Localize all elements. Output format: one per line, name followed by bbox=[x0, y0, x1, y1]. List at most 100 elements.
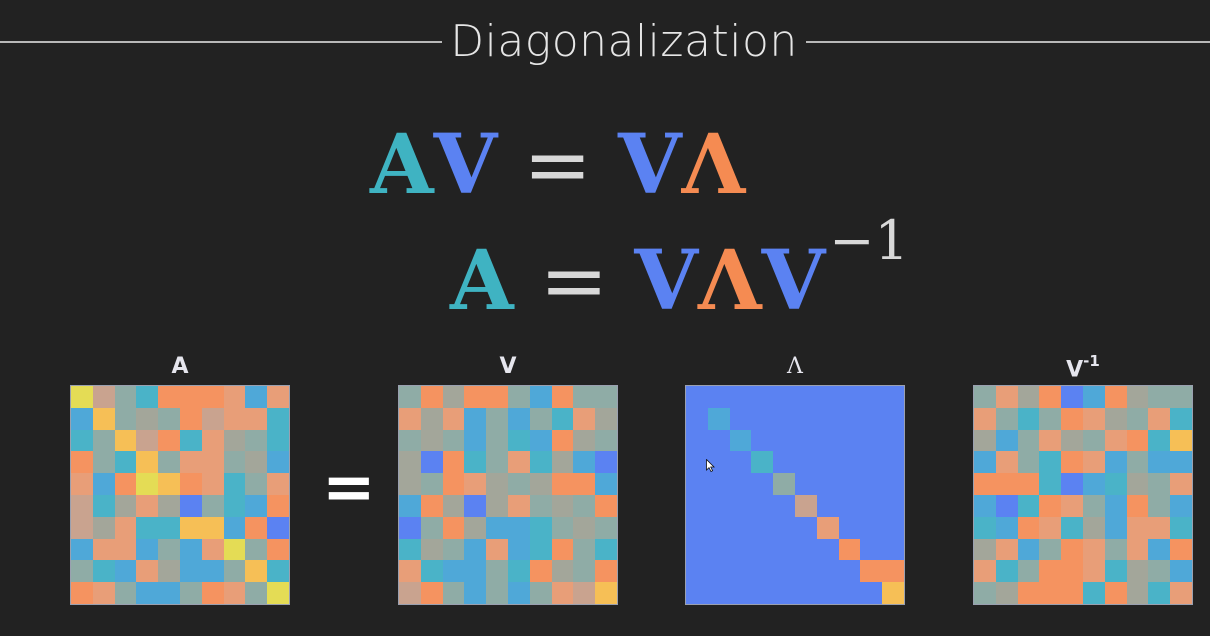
matrix-cell bbox=[794, 494, 817, 517]
matrix-cell bbox=[399, 538, 421, 561]
matrix-cell bbox=[114, 538, 137, 561]
matrix-cell bbox=[223, 407, 246, 430]
matrix-cell bbox=[974, 386, 996, 408]
matrix-cell bbox=[860, 538, 883, 561]
equation-diagonalization: A = VΛV−1 bbox=[450, 214, 909, 329]
matrix-cell bbox=[707, 451, 730, 474]
matrix-cell bbox=[729, 451, 752, 474]
matrix-cell bbox=[1017, 451, 1040, 474]
matrix-cell bbox=[995, 516, 1018, 539]
matrix-cell bbox=[1170, 494, 1192, 517]
matrix-cell bbox=[179, 582, 202, 604]
matrix-cell bbox=[838, 516, 861, 539]
matrix-cell bbox=[507, 494, 530, 517]
matrix-cell bbox=[1082, 494, 1105, 517]
matrix-cell bbox=[420, 582, 443, 604]
matrix-cell bbox=[1104, 429, 1127, 452]
mouse-cursor-icon bbox=[706, 459, 715, 472]
matrix-cell bbox=[201, 494, 224, 517]
matrix-cell bbox=[420, 429, 443, 452]
matrix-cell bbox=[507, 538, 530, 561]
matrix-cell bbox=[399, 560, 421, 583]
matrix-cell bbox=[751, 494, 774, 517]
matrix-cell bbox=[686, 516, 708, 539]
matrix-cell bbox=[773, 407, 795, 430]
matrix-cell bbox=[1039, 582, 1062, 604]
matrix-cell bbox=[974, 451, 996, 474]
matrix-cell bbox=[707, 386, 730, 408]
matrix-cell bbox=[860, 494, 883, 517]
matrix-cell bbox=[816, 386, 839, 408]
matrix-cell bbox=[1126, 473, 1149, 495]
matrix-cell bbox=[1061, 494, 1083, 517]
matrix-cell bbox=[1104, 516, 1127, 539]
matrix-cell bbox=[794, 538, 817, 561]
matrix-cell bbox=[529, 451, 552, 474]
matrix-cell bbox=[995, 473, 1018, 495]
matrix-cell bbox=[1039, 516, 1062, 539]
matrix-cell bbox=[773, 451, 795, 474]
matrix-cell bbox=[573, 582, 596, 604]
matrix-cell bbox=[158, 451, 180, 474]
matrix-cell bbox=[420, 516, 443, 539]
matrix-cell bbox=[507, 560, 530, 583]
matrix-cell bbox=[1039, 538, 1062, 561]
matrix-cell bbox=[1039, 473, 1062, 495]
eq1-matrix-v-rhs: V bbox=[617, 117, 682, 213]
matrix-cell bbox=[1082, 582, 1105, 604]
matrix-cell bbox=[92, 386, 115, 408]
matrix-cell bbox=[995, 538, 1018, 561]
matrix-cell bbox=[974, 538, 996, 561]
matrix-cell bbox=[223, 582, 246, 604]
matrix-cell bbox=[816, 429, 839, 452]
matrix-cell bbox=[794, 407, 817, 430]
matrix-cell bbox=[729, 516, 752, 539]
matrix-v-inverse-label-exponent: -1 bbox=[1083, 352, 1100, 370]
matrix-cell bbox=[974, 516, 996, 539]
matrix-cell bbox=[114, 473, 137, 495]
matrix-cell bbox=[223, 473, 246, 495]
matrix-cell bbox=[442, 386, 465, 408]
matrix-cell bbox=[71, 516, 93, 539]
matrix-cell bbox=[860, 451, 883, 474]
eq2-matrix-v: V bbox=[634, 233, 698, 329]
matrix-cell bbox=[71, 560, 93, 583]
matrix-cell bbox=[71, 473, 93, 495]
matrix-cell bbox=[573, 560, 596, 583]
matrix-cell bbox=[707, 516, 730, 539]
eq2-inverse-exponent: −1 bbox=[829, 209, 909, 272]
matrix-cell bbox=[838, 451, 861, 474]
matrix-cell bbox=[92, 407, 115, 430]
matrix-cell bbox=[551, 386, 574, 408]
matrix-cell bbox=[245, 429, 268, 452]
matrix-cell bbox=[179, 386, 202, 408]
matrix-cell bbox=[71, 451, 93, 474]
matrix-cell bbox=[245, 560, 268, 583]
matrix-cell bbox=[267, 494, 289, 517]
matrix-cell bbox=[860, 516, 883, 539]
matrix-v-inverse-label: V-1 bbox=[974, 352, 1192, 382]
matrix-cell bbox=[1170, 386, 1192, 408]
matrix-cell bbox=[1061, 451, 1083, 474]
matrix-cell bbox=[686, 538, 708, 561]
matrix-cell bbox=[1104, 560, 1127, 583]
matrix-cell bbox=[223, 451, 246, 474]
title-rule-right bbox=[806, 41, 1210, 43]
matrix-cell bbox=[573, 473, 596, 495]
matrix-cell bbox=[420, 473, 443, 495]
matrix-cell bbox=[974, 407, 996, 430]
matrix-cell bbox=[464, 429, 487, 452]
matrix-cell bbox=[158, 386, 180, 408]
matrix-cell bbox=[114, 386, 137, 408]
matrix-cell bbox=[816, 473, 839, 495]
matrix-cell bbox=[773, 516, 795, 539]
matrix-cell bbox=[838, 560, 861, 583]
matrix-cell bbox=[595, 560, 617, 583]
matrix-cell bbox=[399, 386, 421, 408]
matrix-cell bbox=[573, 386, 596, 408]
matrix-cell bbox=[1104, 494, 1127, 517]
matrix-cell bbox=[707, 582, 730, 604]
matrix-cell bbox=[420, 494, 443, 517]
matrix-cell bbox=[464, 494, 487, 517]
matrix-cell bbox=[995, 560, 1018, 583]
